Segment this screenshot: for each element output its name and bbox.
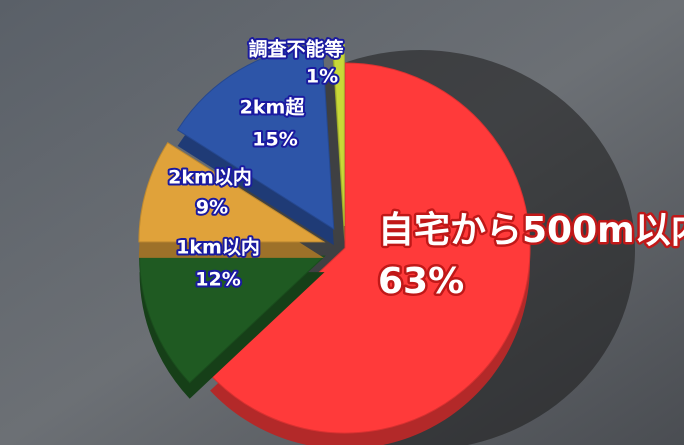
value-label: 63% <box>378 261 464 302</box>
category-label: 調査不能等 <box>248 38 343 61</box>
chart: 自宅から500m以内 63% 1km以内 12% 2km以内 9% 2km超 15% 調査不能等… <box>0 0 684 445</box>
category-label: 1km以内 <box>176 236 260 259</box>
value-label: 1% <box>306 66 338 88</box>
value-label: 12% <box>195 269 240 291</box>
category-label: 2km超 <box>240 96 306 119</box>
category-label: 2km以内 <box>168 166 252 189</box>
category-label: 自宅から500m以内 <box>378 209 684 251</box>
value-label: 9% <box>196 197 228 219</box>
value-label: 15% <box>252 129 297 151</box>
